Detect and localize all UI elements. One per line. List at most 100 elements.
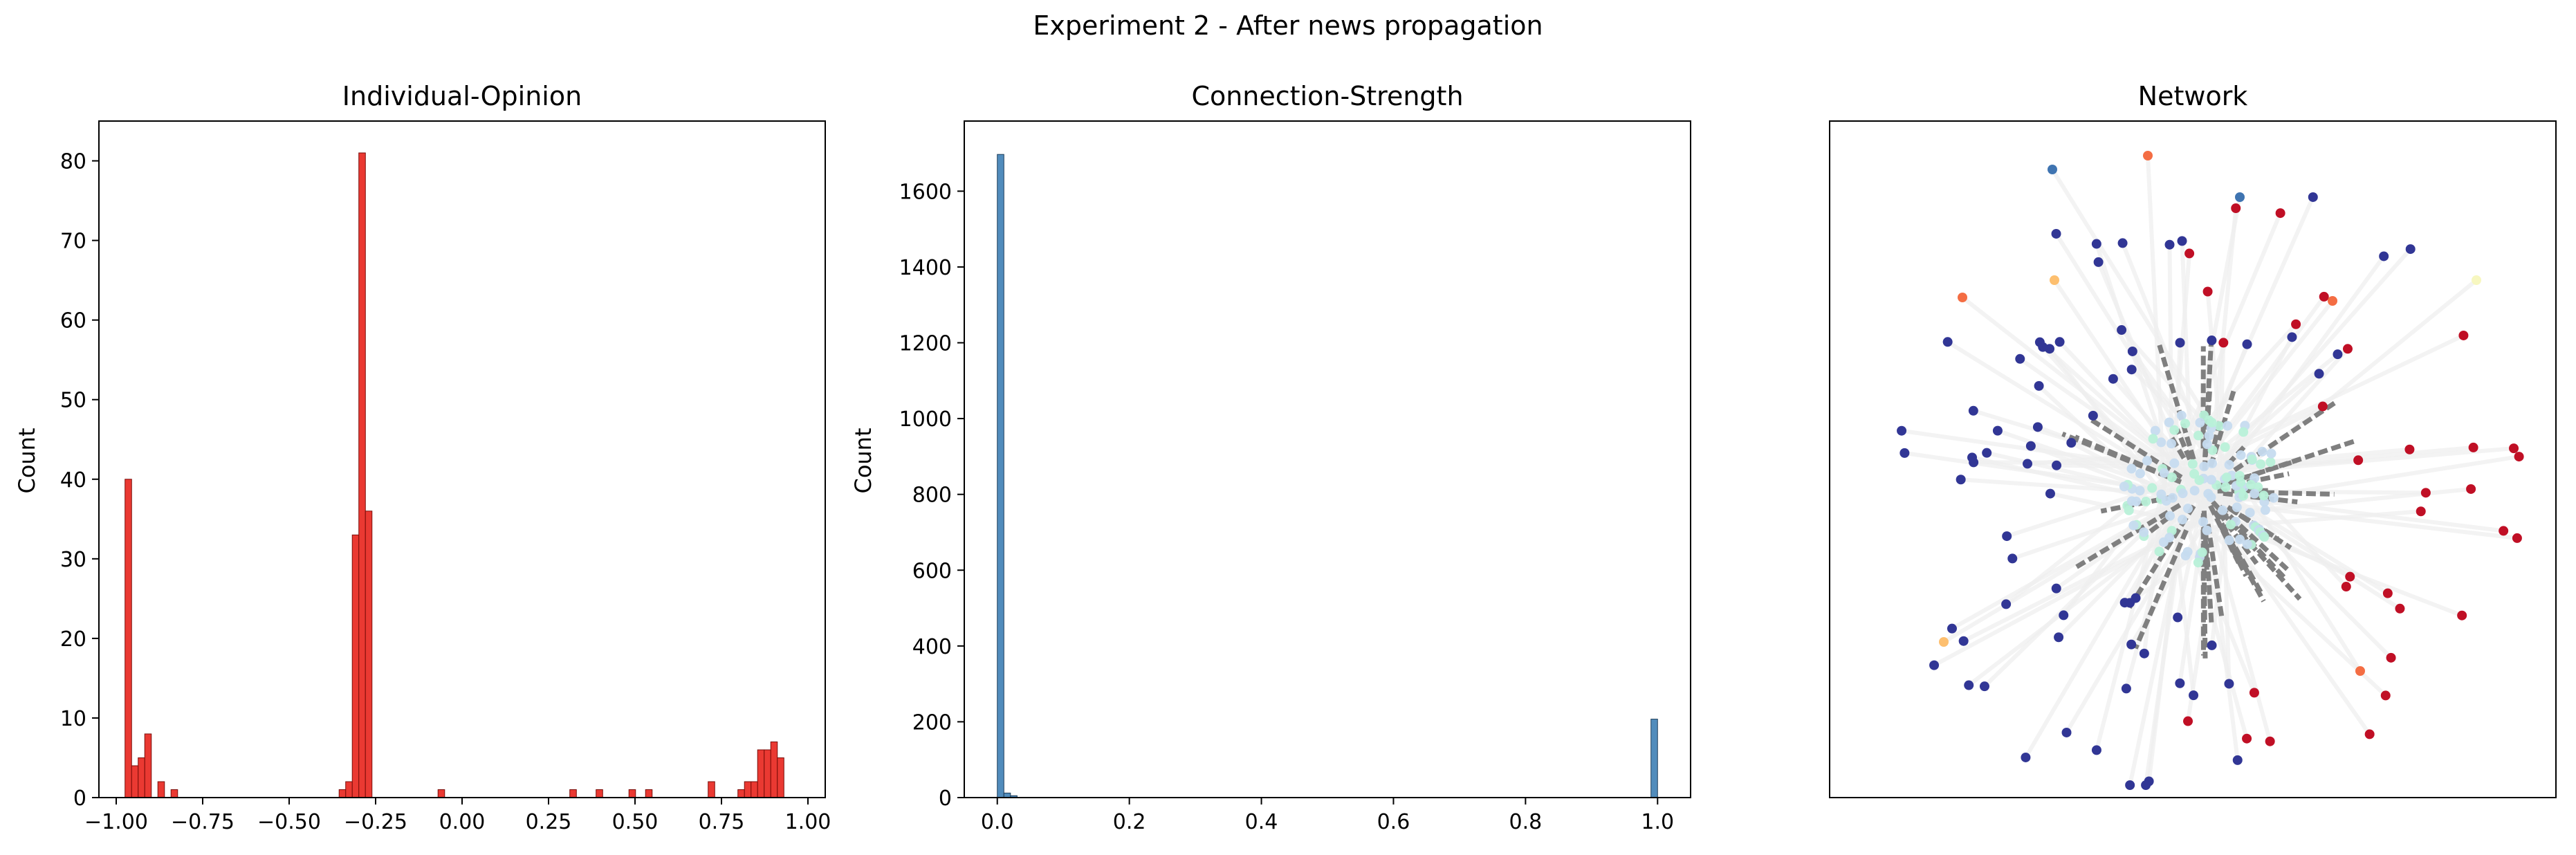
network-node — [2268, 493, 2279, 503]
opinion-bar — [757, 749, 765, 798]
network-node — [2143, 151, 2153, 160]
network-node — [2093, 257, 2104, 267]
network-node — [2234, 470, 2245, 481]
network-node — [2139, 648, 2149, 659]
network-node — [2117, 238, 2128, 248]
network-node — [2176, 410, 2187, 421]
network-node — [2236, 450, 2246, 460]
network-node — [2091, 239, 2101, 249]
network-node — [2169, 458, 2180, 468]
network-node — [2386, 652, 2396, 663]
network-node — [2135, 486, 2145, 496]
network-node — [2420, 488, 2431, 498]
network-node — [2207, 335, 2217, 346]
network-node — [2189, 486, 2200, 496]
network-node — [2034, 380, 2044, 391]
network-node — [2126, 463, 2137, 474]
network-strong-edge — [2175, 428, 2192, 461]
network-node — [2214, 421, 2225, 431]
network-node — [2007, 553, 2018, 564]
network-node — [2342, 344, 2353, 354]
network-node — [2242, 539, 2252, 549]
network-node — [2175, 678, 2185, 688]
network-node — [2150, 425, 2160, 436]
network-node — [2232, 755, 2243, 765]
network-node — [2355, 666, 2365, 676]
opinion-ytick-label: 50 — [60, 389, 86, 413]
opinion-ytick-label: 30 — [60, 548, 86, 572]
network-node — [2250, 488, 2260, 499]
network-node — [2178, 515, 2188, 525]
network-node — [2182, 504, 2193, 514]
network-edge — [2178, 454, 2520, 513]
network-node — [2088, 410, 2098, 421]
network-node — [2021, 752, 2031, 762]
opinion-bar — [770, 741, 778, 798]
opinion-ytick-label: 10 — [60, 707, 86, 731]
network-node — [2224, 459, 2234, 470]
network-node — [2260, 505, 2270, 515]
network-node — [1992, 425, 2003, 436]
network-node — [2051, 583, 2061, 594]
network-node — [2119, 481, 2129, 492]
network-edge — [2161, 300, 2335, 517]
network-strong-edge — [2157, 344, 2196, 461]
network-node — [2265, 457, 2276, 467]
network-node — [2187, 459, 2198, 469]
network-node — [2218, 338, 2229, 348]
network-node — [2395, 603, 2405, 614]
opinion-ytick-label: 20 — [60, 627, 86, 652]
opinion-bar — [751, 781, 758, 798]
opinion-bar — [596, 789, 603, 798]
opinion-bar — [645, 789, 653, 798]
network-node — [2126, 365, 2137, 375]
network-node — [2059, 610, 2069, 620]
network-node — [2223, 421, 2233, 431]
network-node — [2202, 525, 2212, 535]
opinion-bar — [131, 765, 139, 798]
network-node — [2001, 599, 2012, 609]
opinion-bar — [365, 511, 373, 798]
network-node — [2164, 533, 2175, 543]
opinion-xtick-label: 0.25 — [526, 810, 572, 834]
network-node — [2266, 448, 2276, 459]
opinion-xtick-label: 1.00 — [785, 810, 831, 834]
network-node — [2148, 434, 2158, 444]
network-edge — [1974, 460, 2189, 466]
network-node — [1958, 636, 1969, 646]
network-node — [2183, 716, 2193, 726]
opinion-bar — [138, 757, 145, 798]
network-node — [2317, 401, 2328, 412]
opinion-xtick-label: −0.25 — [344, 810, 407, 834]
strength-ytick-label: 200 — [912, 710, 952, 735]
network-node — [2141, 780, 2151, 790]
network-node — [2458, 330, 2469, 340]
strength-xtick-label: 0.8 — [1509, 810, 1543, 834]
opinion-xtick-label: −0.75 — [171, 810, 234, 834]
network-node — [2234, 534, 2245, 544]
network-strong-edge — [2144, 515, 2171, 537]
network-node — [2002, 531, 2012, 542]
opinion-bar — [144, 733, 152, 798]
opinion-ytick-label: 60 — [60, 309, 86, 333]
network-node — [2207, 417, 2217, 428]
network-node — [2245, 508, 2255, 518]
network-node — [2184, 248, 2195, 259]
strength-xtick-label: 0.4 — [1245, 810, 1278, 834]
opinion-bar — [764, 749, 771, 798]
network-strong-edge — [2208, 504, 2241, 564]
network-node — [2345, 571, 2355, 582]
network-node — [2121, 683, 2131, 694]
network-node — [2221, 472, 2232, 483]
network-node — [1942, 337, 1953, 347]
network-node — [1969, 457, 1979, 468]
network-node — [2380, 690, 2391, 701]
network-node — [2247, 454, 2257, 465]
network-node — [2166, 439, 2176, 449]
opinion-bar — [345, 781, 353, 798]
network-strong-edge — [2226, 505, 2292, 550]
network-node — [2207, 640, 2217, 650]
network-node — [2364, 729, 2375, 739]
opinion-bar — [744, 781, 752, 798]
network-node — [2275, 208, 2285, 219]
